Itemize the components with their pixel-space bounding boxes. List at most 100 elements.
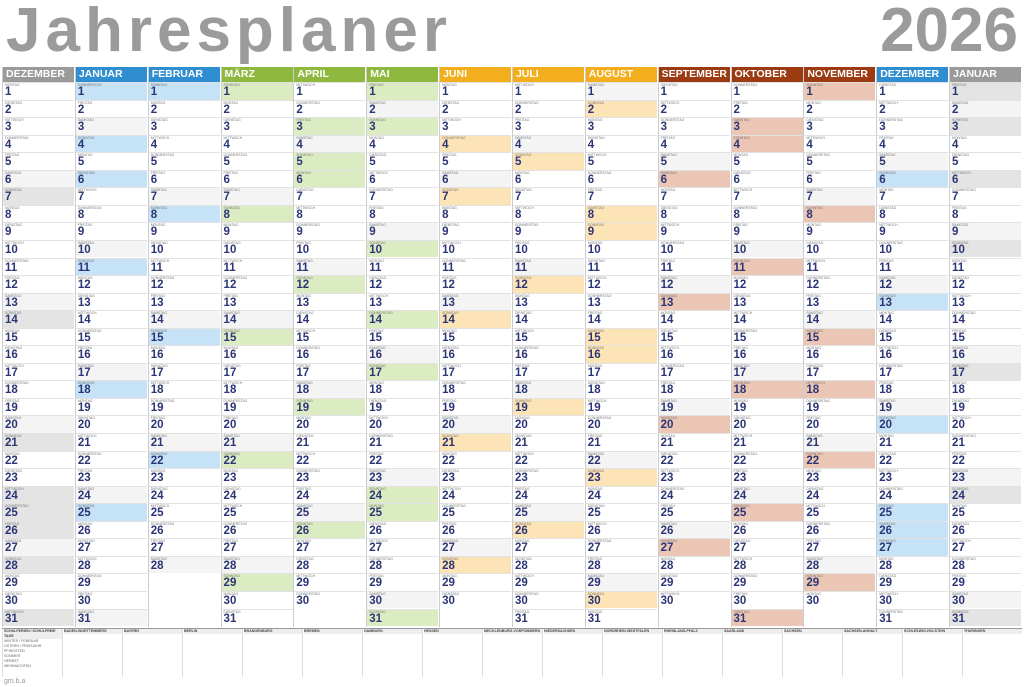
day-cell[interactable]: SONNTAG 19 <box>512 397 584 416</box>
day-cell[interactable]: SONNTAG 5 <box>294 152 366 170</box>
day-cell[interactable]: DONNERSTAG 4 <box>440 134 512 153</box>
day-cell[interactable]: MONTAG 13 <box>294 292 366 311</box>
day-cell[interactable]: MITTWOCH 2 <box>877 99 949 118</box>
day-cell[interactable]: DIENSTAG 14 <box>294 310 366 328</box>
day-cell[interactable]: MONTAG 11 <box>950 257 1022 276</box>
day-cell[interactable]: FREITAG 25 <box>658 503 730 521</box>
day-cell[interactable]: MONTAG 7 <box>877 187 949 205</box>
day-cell[interactable]: FREITAG 3 <box>294 117 366 135</box>
day-cell[interactable]: DIENSTAG 24 <box>804 485 876 504</box>
day-cell[interactable]: DONNERSTAG 17 <box>658 362 730 381</box>
day-cell[interactable]: DIENSTAG 31 <box>221 608 293 627</box>
day-cell[interactable]: SONNTAG 10 <box>367 239 439 258</box>
day-cell[interactable]: MONTAG 19 <box>731 397 803 416</box>
day-cell[interactable]: DIENSTAG 10 <box>148 239 220 258</box>
day-cell[interactable]: MITTWOCH 27 <box>950 538 1022 556</box>
day-cell[interactable]: SAMSTAG 12 <box>658 275 730 293</box>
day-cell[interactable]: SONNTAG 18 <box>731 380 803 398</box>
day-cell[interactable]: FREITAG 20 <box>148 415 220 433</box>
day-cell[interactable]: MITTWOCH 4 <box>148 134 220 153</box>
day-cell[interactable]: SONNTAG 3 <box>950 117 1022 135</box>
day-cell[interactable]: FREITAG 2 <box>75 99 147 118</box>
day-cell[interactable]: MITTWOCH 11 <box>148 257 220 276</box>
day-cell[interactable]: MITTWOCH 16 <box>658 345 730 363</box>
day-cell[interactable]: SAMSTAG 13 <box>3 292 74 311</box>
day-cell[interactable]: DONNERSTAG 30 <box>294 590 366 609</box>
day-cell[interactable]: SAMSTAG 19 <box>658 397 730 416</box>
day-cell[interactable]: MONTAG 18 <box>950 380 1022 398</box>
day-cell[interactable]: DONNERSTAG 28 <box>367 555 439 574</box>
day-cell[interactable]: DONNERSTAG 14 <box>367 310 439 328</box>
day-cell[interactable]: DIENSTAG 10 <box>804 239 876 258</box>
day-cell[interactable]: MITTWOCH 20 <box>367 415 439 433</box>
day-cell[interactable]: DONNERSTAG 21 <box>950 433 1022 451</box>
day-cell[interactable]: MITTWOCH 27 <box>367 538 439 556</box>
day-cell[interactable]: FREITAG 4 <box>877 134 949 153</box>
day-cell[interactable]: SONNTAG 21 <box>3 433 74 451</box>
day-cell[interactable]: DIENSTAG 29 <box>877 573 949 591</box>
day-cell[interactable]: MONTAG 12 <box>75 275 147 293</box>
day-cell[interactable]: DONNERSTAG 25 <box>440 503 512 521</box>
day-cell[interactable]: DIENSTAG 2 <box>3 99 74 118</box>
day-cell[interactable]: MONTAG 15 <box>440 327 512 346</box>
day-cell[interactable]: MITTWOCH 30 <box>877 590 949 609</box>
day-cell[interactable]: SONNTAG 13 <box>877 292 949 311</box>
day-cell[interactable]: SAMSTAG 16 <box>367 345 439 363</box>
day-cell[interactable]: SONNTAG 11 <box>75 257 147 275</box>
day-cell[interactable]: SAMSTAG 24 <box>731 485 803 504</box>
day-cell[interactable]: SAMSTAG 12 <box>877 275 949 293</box>
day-cell[interactable]: DIENSTAG 2 <box>440 99 512 118</box>
day-cell[interactable]: MONTAG 28 <box>877 555 949 574</box>
day-cell[interactable]: MITTWOCH 13 <box>950 292 1022 311</box>
day-cell[interactable]: MITTWOCH 22 <box>294 450 366 469</box>
day-cell[interactable]: DIENSTAG 16 <box>440 345 512 363</box>
day-cell[interactable]: MITTWOCH 16 <box>877 345 949 363</box>
day-cell[interactable]: DONNERSTAG 18 <box>440 380 512 398</box>
day-cell[interactable]: SAMSTAG 14 <box>804 310 876 328</box>
day-cell[interactable]: DONNERSTAG 22 <box>731 450 803 469</box>
day-cell[interactable]: FREITAG 20 <box>221 415 293 433</box>
day-cell[interactable]: FREITAG 9 <box>75 222 147 240</box>
day-cell[interactable]: SAMSTAG 9 <box>950 222 1022 240</box>
day-cell[interactable]: MONTAG 16 <box>221 345 293 363</box>
day-cell[interactable]: MONTAG 11 <box>367 257 439 276</box>
day-cell[interactable]: DONNERSTAG 27 <box>585 538 657 556</box>
day-cell[interactable]: DONNERSTAG 26 <box>148 520 220 539</box>
day-cell[interactable]: DIENSTAG 24 <box>148 485 220 504</box>
day-cell[interactable]: MITTWOCH 1 <box>294 82 366 100</box>
day-cell[interactable]: SAMSTAG 14 <box>221 310 293 328</box>
day-cell[interactable]: SAMSTAG 2 <box>950 99 1022 118</box>
day-cell[interactable]: DIENSTAG 19 <box>950 397 1022 416</box>
day-cell[interactable]: DIENSTAG 5 <box>367 152 439 170</box>
day-cell[interactable]: SONNTAG 21 <box>440 433 512 451</box>
day-cell[interactable]: MITTWOCH 31 <box>3 608 74 626</box>
day-cell[interactable]: MITTWOCH 3 <box>3 117 74 135</box>
day-cell[interactable]: SONNTAG 29 <box>804 573 876 591</box>
day-cell[interactable]: SAMSTAG 27 <box>440 538 512 556</box>
day-cell[interactable]: SAMSTAG 27 <box>3 538 74 556</box>
day-cell[interactable]: DONNERSTAG 28 <box>950 555 1022 574</box>
day-cell[interactable]: SAMSTAG 21 <box>148 433 220 451</box>
day-cell[interactable]: DIENSTAG 5 <box>950 152 1022 170</box>
day-cell[interactable]: SAMSTAG 4 <box>294 134 366 153</box>
day-cell[interactable]: FREITAG 27 <box>148 538 220 556</box>
day-cell[interactable]: SAMSTAG 5 <box>877 152 949 170</box>
day-cell[interactable]: SAMSTAG 18 <box>512 380 584 398</box>
day-cell[interactable]: SAMSTAG 16 <box>950 345 1022 363</box>
day-cell[interactable]: DIENSTAG 7 <box>294 187 366 205</box>
day-cell[interactable]: MITTWOCH 14 <box>731 310 803 328</box>
day-cell[interactable]: MONTAG 13 <box>512 292 584 311</box>
day-cell[interactable]: SONNTAG 10 <box>950 239 1022 258</box>
day-cell[interactable]: MITTWOCH 25 <box>148 503 220 521</box>
day-cell[interactable]: DIENSTAG 25 <box>585 503 657 521</box>
day-cell[interactable]: SAMSTAG 26 <box>658 520 730 539</box>
day-cell[interactable]: DONNERSTAG 20 <box>585 415 657 433</box>
day-cell[interactable]: DONNERSTAG 30 <box>512 590 584 609</box>
day-cell[interactable]: MONTAG 30 <box>221 590 293 609</box>
day-cell[interactable]: FREITAG 31 <box>512 608 584 627</box>
day-cell[interactable]: MITTWOCH 3 <box>440 117 512 135</box>
day-cell[interactable]: SAMSTAG 10 <box>731 239 803 258</box>
day-cell[interactable]: MONTAG 27 <box>294 538 366 556</box>
day-cell[interactable]: MITTWOCH 6 <box>367 169 439 188</box>
day-cell[interactable]: SONNTAG 9 <box>585 222 657 240</box>
